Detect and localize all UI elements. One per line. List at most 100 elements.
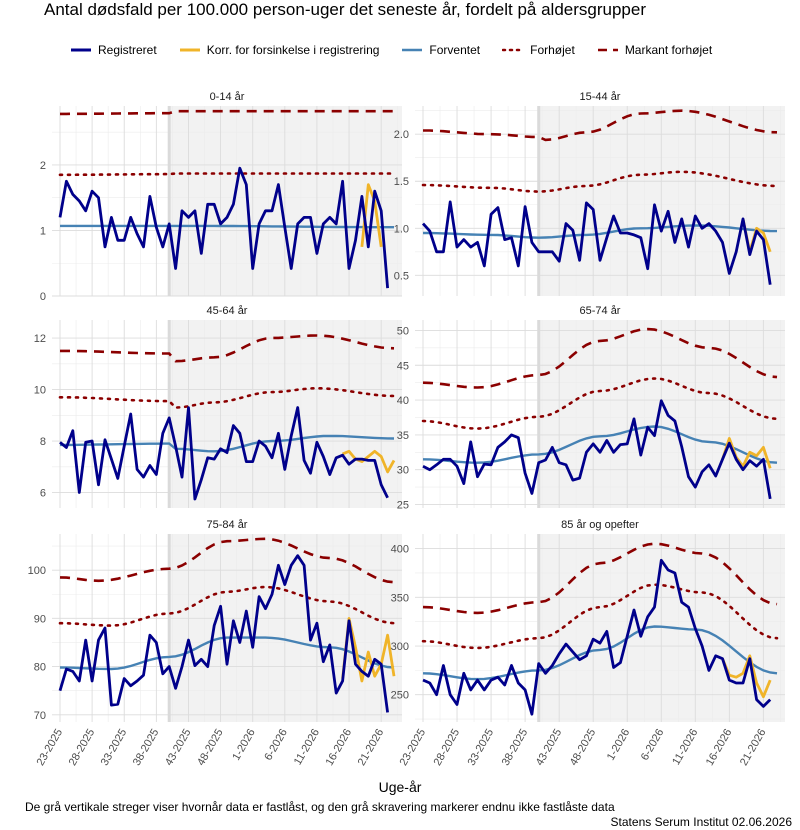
forventet-line [422, 425, 778, 464]
x-tick-label: 11-2026 [292, 727, 322, 767]
panel: 45-64 år 6 8 10 12 [34, 305, 402, 508]
y-tick-label: 35 [397, 430, 409, 442]
panel: 15-44 år 0.5 1.0 1.5 2.0 [394, 91, 785, 296]
x-tick-label: 16-2026 [704, 727, 735, 768]
forventet-line [422, 625, 778, 681]
legend-label: Registreret [98, 43, 157, 57]
y-tick-label: 400 [391, 544, 409, 556]
legend-item: Forventet [401, 43, 480, 57]
panel: 85 år og opefter 250 300 350 400 23-2025 28-20… [391, 519, 785, 768]
unlocked-shading [169, 534, 402, 722]
markant-line [60, 109, 394, 116]
x-tick-label: 21-2026 [738, 727, 769, 768]
x-tick-label: 1-2026 [605, 727, 633, 763]
footnote: De grå vertikale streger viser hvornår d… [25, 800, 615, 814]
unlocked-shading [169, 320, 402, 508]
x-tick-label: 21-2026 [356, 727, 387, 768]
x-tick-label: 6-2026 [639, 727, 667, 763]
y-tick-label: 300 [391, 641, 409, 653]
panel: 65-74 år 25 30 35 40 45 50 [397, 305, 785, 512]
forhoejet-line [58, 585, 396, 627]
y-tick-label: 25 [397, 500, 409, 512]
x-tick-label: 38-2025 [131, 727, 162, 768]
legend-key [597, 48, 618, 52]
y-tick-label: 250 [391, 690, 409, 702]
y-tick-label: 8 [40, 436, 46, 448]
forventet-line [423, 224, 778, 239]
legend-key [179, 48, 200, 52]
y-tick-label: 30 [397, 465, 409, 477]
registreret-line [59, 406, 389, 501]
legend-label: Forhøjet [530, 43, 575, 57]
y-tick-label: 100 [28, 565, 46, 577]
y-tick-label: 0.5 [394, 270, 409, 282]
korrigeret-line [721, 654, 772, 699]
forhoejet-line [421, 377, 779, 430]
y-tick-label: 1.0 [394, 223, 409, 235]
legend-label: Markant forhøjet [624, 43, 713, 57]
forventet-line [59, 636, 395, 671]
x-tick-label: 28-2025 [67, 727, 98, 768]
x-tick-label: 48-2025 [195, 727, 226, 768]
legend-label: Korr. for forsinkelse i registrering [206, 43, 380, 57]
x-tick-label: 23-2025 [398, 727, 429, 768]
y-tick-label: 10 [34, 385, 46, 397]
x-tick-label: 48-2025 [568, 727, 599, 768]
forhoejet-line [58, 172, 396, 177]
y-tick-label: 12 [34, 333, 46, 345]
panel-title: 75-84 år [207, 519, 248, 531]
x-tick-label: 43-2025 [534, 727, 565, 768]
panel-title: 15-44 år [580, 91, 621, 103]
x-tick-label: 11-2026 [670, 727, 700, 767]
legend-label: Forventet [429, 43, 481, 57]
x-tick-label: 33-2025 [99, 727, 130, 768]
x-tick-label: 16-2026 [324, 727, 355, 768]
markant-line [60, 334, 395, 363]
forventet-line [60, 224, 394, 229]
registreret-line [422, 399, 772, 500]
x-axis-label: Uge-år [378, 779, 422, 795]
registreret-line [421, 200, 772, 285]
y-tick-label: 1 [40, 225, 46, 237]
x-tick-label: 23-2025 [35, 727, 66, 768]
markant-line [422, 542, 778, 615]
y-tick-label: 6 [40, 488, 46, 500]
x-tick-label: 38-2025 [500, 727, 531, 768]
y-tick-label: 350 [391, 592, 409, 604]
x-tick-label: 6-2026 [262, 727, 290, 763]
registreret-line [58, 554, 389, 713]
forhoejet-line [58, 386, 396, 409]
y-tick-label: 80 [34, 662, 46, 674]
forhoejet-line [421, 170, 779, 193]
panel-title: 65-74 år [580, 305, 621, 317]
chart-title: Antal dødsfald per 100.000 person-uger d… [44, 0, 646, 19]
legend-item: Registreret [70, 43, 157, 57]
unlocked-shading [538, 106, 785, 296]
x-tick-label: 28-2025 [432, 727, 463, 768]
markant-line [422, 327, 778, 389]
panel-title: 85 år og opefter [561, 519, 639, 531]
legend-item: Forhøjet [502, 43, 575, 57]
y-tick-label: 2 [40, 160, 46, 172]
legend-key [502, 48, 525, 52]
y-tick-label: 40 [397, 395, 409, 407]
credit: Statens Serum Institut 02.06.2026 [610, 815, 792, 829]
y-tick-label: 0 [40, 291, 46, 303]
markant-line [423, 109, 778, 142]
y-tick-label: 90 [34, 613, 46, 625]
x-tick-label: 33-2025 [466, 727, 497, 768]
legend-key [402, 48, 423, 52]
legend: Registreret Korr. for forsinkelse i regis… [70, 43, 734, 57]
y-tick-label: 2.0 [394, 129, 409, 141]
korrigeret-line [721, 437, 772, 469]
y-tick-label: 1.5 [394, 176, 409, 188]
x-tick-label: 1-2026 [230, 727, 258, 763]
markant-line [59, 537, 395, 584]
panel: 0-14 år 0 1 2 [40, 91, 402, 303]
registreret-line [58, 166, 389, 289]
y-tick-label: 45 [397, 360, 409, 372]
x-tick-label: 43-2025 [163, 727, 194, 768]
legend-key [71, 48, 91, 52]
legend-item: Markant forhøjet [597, 43, 712, 57]
